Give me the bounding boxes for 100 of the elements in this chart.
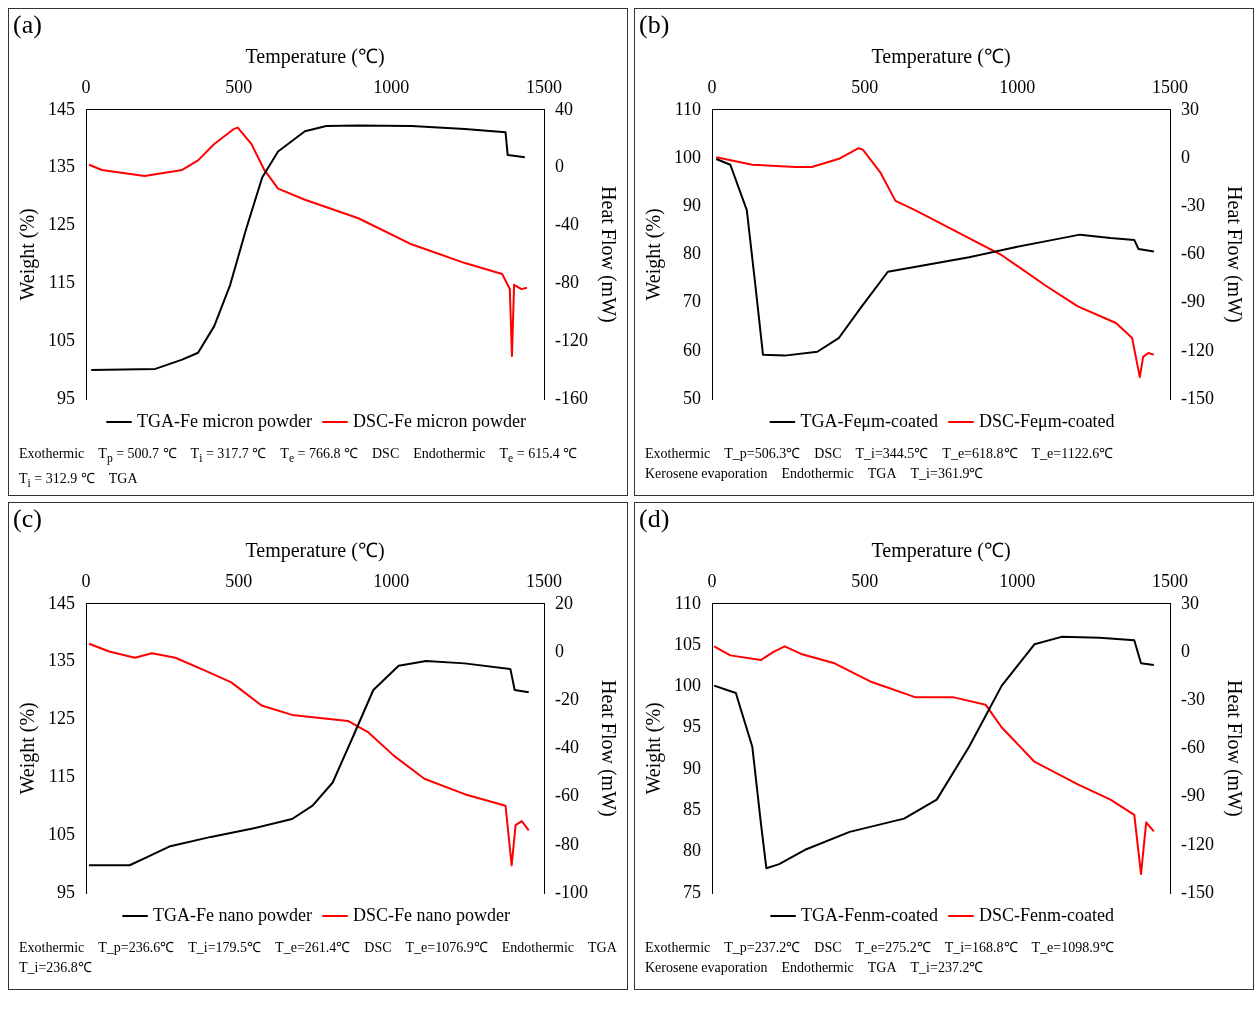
y2-tick-label: 0	[1181, 640, 1191, 661]
y-axis-title: Weight (%)	[642, 702, 666, 795]
text: TGA	[867, 465, 897, 483]
text: T_i=168.8℃	[944, 939, 1018, 957]
y-tick-label: 95	[683, 716, 701, 737]
x-axis-title: Temperature (℃)	[871, 45, 1011, 69]
y2-tick-label: -120	[1181, 339, 1215, 360]
x-tick-label: 0	[707, 76, 717, 97]
x-tick-label: 0	[707, 570, 717, 591]
x-tick-label: 1000	[373, 570, 410, 591]
text: TGA	[588, 939, 617, 957]
y2-tick-label: 0	[1181, 146, 1191, 167]
text: T_e=1076.9℃	[405, 939, 488, 957]
y2-tick-label: -90	[1181, 291, 1206, 312]
text: DSC	[371, 445, 400, 463]
x-axis-title: Temperature (℃)	[245, 45, 385, 69]
text: T_i=237.2℃	[910, 959, 984, 977]
x-axis-title: Temperature (℃)	[871, 539, 1011, 563]
text: T_e=261.4℃	[275, 939, 351, 957]
y-tick-label: 75	[683, 881, 701, 902]
y-tick-label: 105	[48, 823, 75, 844]
y2-tick-label: -150	[1181, 387, 1215, 408]
chart-title: (a)	[13, 10, 42, 40]
y-tick-label: 100	[674, 146, 701, 167]
y2-tick-label: 30	[1181, 98, 1200, 119]
y-tick-label: 125	[48, 708, 75, 729]
y-tick-label: 110	[674, 592, 701, 613]
x-tick-label: 500	[851, 76, 879, 97]
y2-tick-label: -30	[1181, 194, 1206, 215]
text: Kerosene evaporation	[645, 465, 768, 483]
legend-label: DSC-Fe micron powder	[352, 410, 526, 431]
y-tick-label: 115	[48, 272, 75, 293]
text: T_e=1122.6℃	[1031, 445, 1114, 463]
y2-tick-label: -40	[555, 214, 580, 235]
text: TGA	[108, 469, 138, 488]
chart-title: (c)	[13, 504, 42, 534]
y2-tick-label: -160	[555, 387, 589, 408]
y-tick-label: 115	[48, 766, 75, 787]
text: Endothermic	[781, 465, 854, 483]
y-tick-label: 105	[674, 633, 701, 654]
legend-label: TGA-Fe nano powder	[153, 904, 312, 925]
y-tick-label: 110	[674, 98, 701, 119]
text: Exothermic	[19, 445, 85, 463]
y2-tick-label: -60	[1181, 737, 1206, 758]
legend-label: DSC-Fenm-coated	[978, 904, 1114, 925]
x-tick-label: 1500	[1152, 570, 1189, 591]
text: T_e=275.2℃	[855, 939, 931, 957]
text: DSC	[814, 445, 842, 463]
legend-label: DSC-Feμm-coated	[978, 410, 1115, 431]
text: TGA	[867, 959, 897, 977]
text: T$_{p}$ = 500.7 ℃	[98, 445, 177, 467]
chart-title: (d)	[639, 504, 670, 534]
text: T_i=361.9℃	[910, 465, 984, 483]
y2-tick-label: -60	[555, 785, 580, 806]
y-tick-label: 145	[48, 592, 75, 613]
y2-tick-label: -90	[1181, 785, 1206, 806]
text: T$_{i}$ = 317.7 ℃	[190, 445, 267, 467]
y-tick-label: 90	[683, 757, 701, 778]
text: Endothermic	[413, 445, 486, 463]
legend-label: TGA-Fe micron powder	[137, 410, 312, 431]
y-tick-label: 80	[683, 243, 701, 264]
text: T_e=618.8℃	[942, 445, 1018, 463]
text: T$_{e}$ = 766.8 ℃	[280, 445, 358, 467]
text: T_e=1098.9℃	[1031, 939, 1114, 957]
x-tick-label: 1500	[1152, 76, 1189, 97]
y-tick-label: 135	[48, 650, 75, 671]
legend-label: DSC-Fe nano powder	[352, 904, 510, 925]
y2-axis-title: Heat Flow (mW)	[596, 680, 620, 817]
text: Exothermic	[19, 939, 85, 957]
y2-tick-label: 40	[555, 98, 574, 119]
y2-tick-label: -100	[555, 881, 589, 902]
y2-tick-label: -120	[1181, 833, 1215, 854]
y-tick-label: 80	[683, 840, 701, 861]
y-tick-label: 70	[683, 291, 701, 312]
y2-tick-label: 30	[1181, 592, 1200, 613]
text: T_i=344.5℃	[855, 445, 929, 463]
x-tick-label: 1500	[526, 570, 563, 591]
y2-tick-label: 20	[555, 592, 574, 613]
x-tick-label: 1000	[999, 76, 1036, 97]
y2-tick-label: -150	[1181, 881, 1215, 902]
chart-title: (b)	[639, 10, 670, 40]
text: T_p=506.3℃	[724, 445, 801, 463]
y-axis-title: Weight (%)	[16, 208, 40, 301]
x-tick-label: 500	[225, 76, 253, 97]
y-tick-label: 50	[683, 387, 701, 408]
y-tick-label: 95	[57, 881, 75, 902]
y2-tick-label: 0	[555, 156, 565, 177]
legend-label: TGA-Feμm-coated	[800, 410, 938, 431]
text: T_p=237.2℃	[724, 939, 801, 957]
y-tick-label: 135	[48, 156, 75, 177]
y2-tick-label: -20	[555, 688, 580, 709]
y-tick-label: 100	[674, 675, 701, 696]
x-tick-label: 1000	[999, 570, 1036, 591]
text: DSC	[364, 939, 392, 957]
x-axis-title: Temperature (℃)	[245, 539, 385, 563]
y2-tick-label: -40	[555, 737, 580, 758]
y2-tick-label: -60	[1181, 243, 1206, 264]
text: T$_{e}$ = 615.4 ℃	[499, 445, 578, 467]
text: T_i=236.8℃	[19, 959, 92, 977]
y-tick-label: 95	[57, 387, 75, 408]
